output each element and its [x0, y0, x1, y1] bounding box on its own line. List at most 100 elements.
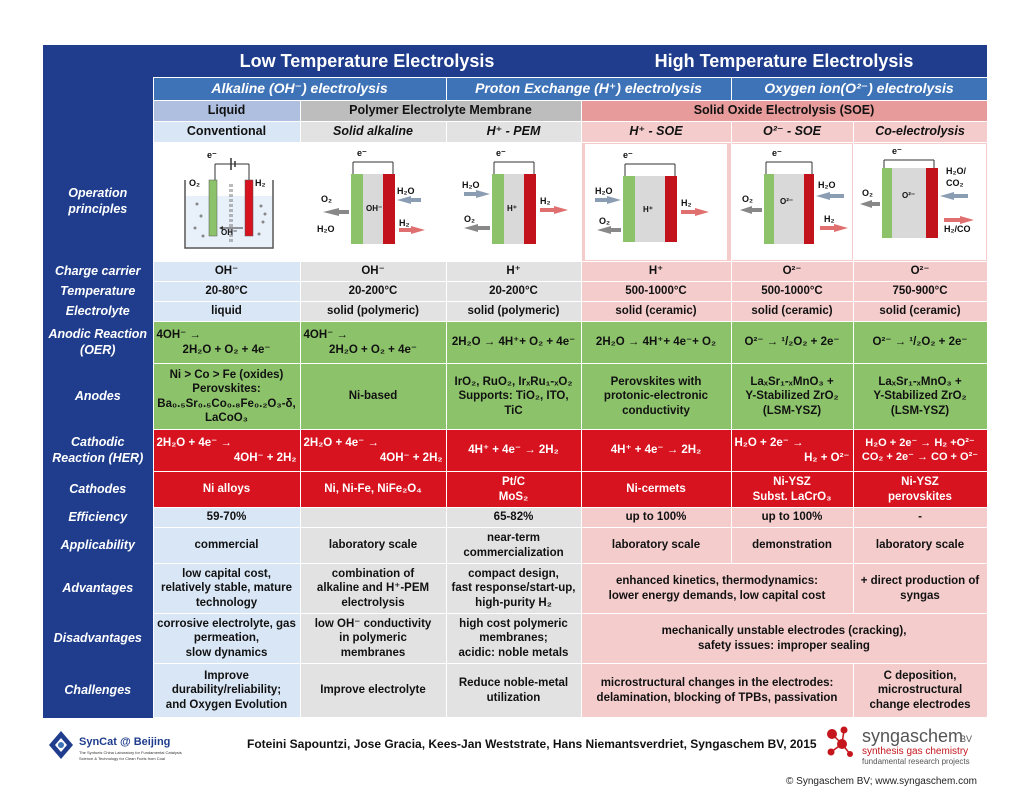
disadvantages-solid-alkaline-line2: in polymeric — [339, 632, 407, 645]
anodes-co-electrolysis-line3: (LSM-YSZ) — [890, 404, 950, 417]
corner-cell — [43, 45, 153, 78]
high-temp-title: High Temperature Electrolysis — [581, 45, 987, 78]
advantages-h-pem-line1: compact design, — [468, 567, 559, 580]
d5-h2o-label: H₂O — [818, 180, 836, 190]
d1-o2-label: O₂ — [189, 178, 200, 188]
applicability-solid-alkaline: laboratory scale — [299, 527, 447, 564]
d2-o2-label: O₂ — [321, 194, 332, 204]
advantages-soe-line2: lower energy demands, low capital cost — [608, 589, 826, 602]
syncat-logo-icon: SynCat @ Beijing The Synfuels China Labo… — [49, 731, 182, 761]
d4-hplus-label: H⁺ — [643, 205, 653, 214]
advantages-co-electrolysis: + direct production of syngas — [852, 563, 988, 614]
challenges-conventional: Improve durability/reliability; and Oxyg… — [152, 663, 301, 718]
cathodic-reaction-o-soe: H₂O + 2e⁻ → H₂ + O²⁻ — [730, 429, 854, 472]
anodic-reaction-co-electrolysis: O²⁻ → ¹/₂O₂ + 2e⁻ — [852, 321, 988, 364]
anodic-reaction-conventional-line1: 4OH⁻ → — [156, 329, 201, 342]
cathodic-reaction-h-soe: 4H⁺ + 4e⁻ → 2H₂ — [580, 429, 732, 472]
anodes-h-pem-line2: Supports: TiO₂, ITO, — [458, 390, 569, 403]
solid-alkaline-cell-diagram: e⁻ OH⁻ O₂ H₂O H₂O H₂ — [317, 148, 425, 244]
charge-carrier-h-soe: H⁺ — [580, 261, 732, 282]
charge-carrier-solid-alkaline: OH⁻ — [299, 261, 447, 282]
challenges-h-pem-line2: utilization — [486, 691, 541, 704]
d3-electron-label: e⁻ — [496, 148, 506, 158]
challenges-co-electrolysis-line1: C deposition, — [883, 669, 957, 682]
anodes-h-pem-line1: IrO₂, RuO₂, IrₓRu₁-ₓO₂ — [454, 375, 573, 388]
applicability-h-pem-line2: commercialization — [463, 546, 564, 559]
charge-carrier-co-electrolysis: O²⁻ — [852, 261, 988, 282]
cathodes-h-pem-line1: Pt/C — [502, 476, 525, 489]
electrolyte-h-pem: solid (polymeric) — [445, 301, 582, 322]
efficiency-o-soe: up to 100% — [730, 507, 854, 528]
cathodic-reaction-co-electrolysis: H₂O + 2e⁻ → H₂ +O²⁻ CO₂ + 2e⁻ → CO + O²⁻ — [852, 429, 988, 472]
disadvantages-solid-alkaline-line3: membranes — [340, 646, 406, 659]
col-header-h-soe: H⁺ - SOE — [580, 121, 732, 143]
cathodic-reaction-co-electrolysis-line2: CO₂ + 2e⁻ → CO + O²⁻ — [861, 450, 979, 463]
diagram-h-soe: e⁻ H⁺ H₂O O₂ H₂ — [580, 142, 732, 262]
col-header-co-electrolysis: Co-electrolysis — [852, 121, 988, 143]
d5-electron-label: e⁻ — [772, 148, 782, 158]
challenges-conventional-line1: Improve — [204, 669, 249, 682]
disadvantages-conventional-line1: corrosive electrolyte, gas — [157, 617, 296, 630]
advantages-h-soe-o-soe: enhanced kinetics, thermodynamics: lower… — [580, 563, 854, 614]
d6-o2minus-label: O²⁻ — [902, 191, 915, 200]
challenges-soe: microstructural changes in the electrode… — [580, 663, 854, 718]
anodes-h-pem-line3: TiC — [504, 404, 523, 417]
cathodes-co-electrolysis-line2: perovskites — [888, 490, 952, 503]
row-label-advantages: Advantages — [43, 563, 153, 614]
d3-o2-label: O₂ — [464, 214, 475, 224]
applicability-h-soe: laboratory scale — [580, 527, 732, 564]
syngaschem-bv: BV — [960, 734, 972, 744]
anodes-conventional-line3: Ba₀.₅Sr₀.₅Co₀.₈Fe₀.₂O₃-δ, — [157, 397, 296, 410]
soe-class-header: Solid Oxide Electrolysis (SOE) — [580, 100, 988, 122]
col-header-o-soe: O²⁻ - SOE — [730, 121, 854, 143]
cathodes-o-soe-line1: Ni-YSZ — [773, 476, 811, 489]
corner-cell-4 — [43, 121, 153, 143]
cathodes-co-electrolysis-line1: Ni-YSZ — [901, 476, 939, 489]
challenges-conventional-line3: and Oxygen Evolution — [165, 698, 288, 711]
advantages-h-pem: compact design, fast response/start-up, … — [445, 563, 582, 614]
cathodes-h-soe: Ni-cermets — [580, 471, 732, 508]
cathodic-reaction-conventional: 2H₂O + 4e⁻ → 4OH⁻ + 2H₂ — [152, 429, 301, 472]
diagram-h-pem: e⁻ H⁺ H₂O O₂ H₂ — [445, 142, 582, 262]
challenges-h-pem: Reduce noble-metal utilization — [445, 663, 582, 718]
applicability-conventional: commercial — [152, 527, 301, 564]
disadvantages-h-pem-line3: acidic: noble metals — [458, 646, 569, 659]
h-soe-cell-diagram: e⁻ H⁺ H₂O O₂ H₂ — [585, 144, 727, 260]
disadvantages-h-pem: high cost polymeric membranes; acidic: n… — [445, 613, 582, 664]
temperature-h-pem: 20-200°C — [445, 281, 582, 302]
d4-electron-label: e⁻ — [623, 150, 633, 160]
syngaschem-tagline2: fundamental research projects — [862, 757, 970, 766]
efficiency-h-pem: 65-82% — [445, 507, 582, 528]
disadvantages-soe-line1: mechanically unstable electrodes (cracki… — [661, 625, 907, 638]
anodes-conventional: Ni > Co > Fe (oxides) Perovskites: Ba₀.₅… — [152, 363, 301, 430]
anodes-co-electrolysis: LaₓSr₁-ₓMnO₃ + Y-Stabilized ZrO₂ (LSM-YS… — [852, 363, 988, 430]
oxygen-type-header: Oxygen ion(O²⁻) electrolysis — [730, 77, 988, 101]
cathodes-solid-alkaline: Ni, Ni-Fe, NiFe₂O₄ — [299, 471, 447, 508]
advantages-conventional-line2: relatively stable, mature — [160, 582, 293, 595]
cathodes-o-soe-line2: Subst. LaCrO₃ — [752, 490, 832, 503]
anodes-co-electrolysis-line1: LaₓSr₁-ₓMnO₃ + — [878, 375, 962, 388]
disadvantages-solid-alkaline-line1: low OH⁻ conductivity — [314, 617, 432, 630]
disadvantages-conventional-line2: permeation, — [193, 632, 260, 645]
temperature-o-soe: 500-1000°C — [730, 281, 854, 302]
diagram-co-electrolysis: e⁻ O²⁻ O₂ H₂O/ CO₂ H₂/CO — [852, 142, 988, 262]
disadvantages-conventional-line3: slow dynamics — [185, 646, 268, 659]
anodic-reaction-h-pem: 2H₂O → 4H⁺+ O₂ + 4e⁻ — [445, 321, 582, 364]
cathodic-reaction-o-soe-line1: H₂O + 2e⁻ → — [734, 437, 804, 450]
col-header-conventional: Conventional — [152, 121, 301, 143]
liquid-class-header: Liquid — [152, 100, 301, 122]
temperature-co-electrolysis: 750-900°C — [852, 281, 988, 302]
cathodic-reaction-conventional-line1: 2H₂O + 4e⁻ → — [156, 437, 232, 450]
challenges-soe-line2: delamination, blocking of TPBs, passivat… — [596, 691, 838, 704]
d2-h2o-left-label: H₂O — [317, 224, 335, 234]
col-header-h-pem: H⁺ - PEM — [445, 121, 582, 143]
syngaschem-logo: syngaschem BV synthesis gas chemistry fu… — [822, 722, 992, 770]
cathodic-reaction-o-soe-line2: H₂ + O²⁻ — [804, 451, 850, 464]
co-electrolysis-cell-diagram: e⁻ O²⁻ O₂ H₂O/ CO₂ H₂/CO — [854, 144, 986, 260]
advantages-conventional: low capital cost, relatively stable, mat… — [152, 563, 301, 614]
row-label-temperature: Temperature — [43, 281, 153, 302]
d5-o2-label: O₂ — [742, 194, 753, 204]
d3-h2-label: H₂ — [540, 196, 551, 206]
corner-cell-3 — [43, 100, 153, 122]
cathodic-reaction-solid-alkaline-line2: 4OH⁻ + 2H₂ — [379, 451, 443, 464]
